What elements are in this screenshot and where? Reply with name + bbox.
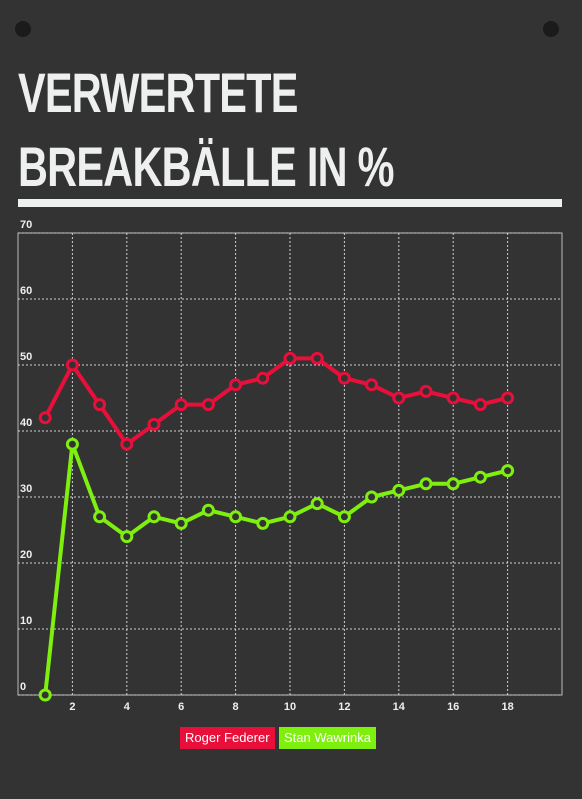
point [446, 477, 460, 491]
legend-entry: Stan Wawrinka [279, 727, 376, 749]
point [201, 503, 215, 517]
point [310, 351, 324, 365]
x-tick-label: 8 [233, 701, 239, 713]
x-tick-label: 12 [338, 701, 350, 713]
point [147, 417, 161, 431]
series-line [43, 442, 509, 696]
point [201, 398, 215, 412]
point [120, 437, 134, 451]
y-tick-label: 60 [20, 285, 32, 297]
point [365, 490, 379, 504]
point [229, 510, 243, 524]
point [337, 510, 351, 524]
x-tick-label: 2 [69, 701, 75, 713]
point [419, 477, 433, 491]
point [65, 437, 79, 451]
point [38, 688, 52, 702]
x-tick-label: 6 [178, 701, 184, 713]
point [473, 470, 487, 484]
point [501, 391, 515, 405]
point [147, 510, 161, 524]
point [120, 530, 134, 544]
x-tick-label: 18 [501, 701, 513, 713]
point [65, 358, 79, 372]
point [174, 398, 188, 412]
point [446, 391, 460, 405]
point [337, 371, 351, 385]
point [501, 464, 515, 478]
y-tick-label: 10 [20, 615, 32, 627]
point [38, 411, 52, 425]
y-tick-label: 30 [20, 483, 32, 495]
y-tick-label: 70 [20, 219, 32, 231]
point [229, 378, 243, 392]
point [256, 516, 270, 530]
point [174, 516, 188, 530]
point [93, 398, 107, 412]
x-tick-label: 10 [284, 701, 296, 713]
point [392, 483, 406, 497]
legend-entry: Roger Federer [180, 727, 275, 749]
point [283, 510, 297, 524]
y-tick-label: 40 [20, 417, 32, 429]
chart-title: VERWERTETE BREAKBÄLLE IN % [18, 61, 394, 198]
point [283, 351, 297, 365]
point [392, 391, 406, 405]
point [93, 510, 107, 524]
point [256, 371, 270, 385]
x-tick-label: 16 [447, 701, 459, 713]
point [419, 384, 433, 398]
corner-dot [543, 21, 559, 37]
point [473, 398, 487, 412]
x-tick-label: 14 [393, 701, 406, 713]
point [365, 378, 379, 392]
y-tick-label: 50 [20, 351, 32, 363]
corner-dot [15, 21, 31, 37]
point [310, 497, 324, 511]
y-tick-label: 20 [20, 549, 32, 561]
x-tick-label: 4 [124, 701, 131, 713]
title-rule [18, 199, 562, 207]
y-tick-label: 0 [20, 681, 26, 693]
